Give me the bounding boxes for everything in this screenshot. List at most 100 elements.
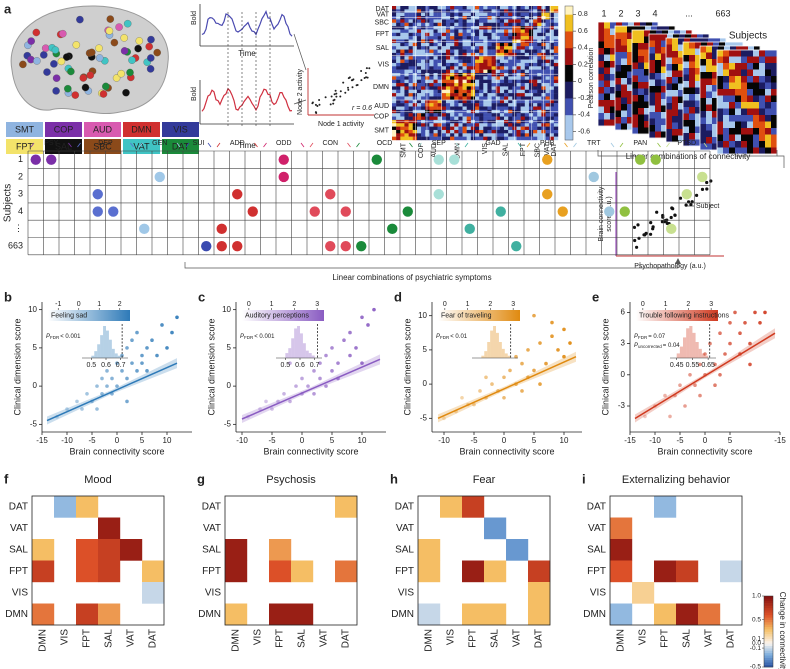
heatmap-cell: [484, 518, 506, 540]
stack-cell: [672, 129, 678, 136]
x-tick-label: -10: [61, 436, 73, 445]
matrix-cell: [479, 26, 483, 30]
matrix-cell: [429, 63, 433, 67]
matrix-cell: [479, 80, 483, 84]
matrix-cell: [425, 117, 429, 121]
data-point: [520, 389, 524, 393]
matrix-cell: [550, 117, 554, 121]
matrix-cell: [417, 96, 421, 100]
matrix-cell: [450, 43, 454, 47]
matrix-cell: [479, 43, 483, 47]
hist-tick-label: 0.55: [686, 362, 700, 369]
matrix-cell: [467, 123, 471, 127]
matrix-cell: [421, 133, 425, 137]
matrix-cell: [550, 73, 554, 77]
matrix-cell: [496, 29, 500, 33]
matrix-cell: [392, 107, 396, 111]
matrix-cell: [392, 43, 396, 47]
stack-cell: [759, 76, 765, 83]
stack-cell: [604, 42, 610, 49]
matrix-cell: [458, 63, 462, 67]
stack-cell: [638, 56, 644, 63]
matrix-cell: [504, 96, 508, 100]
stack-cell: [735, 76, 741, 83]
stack-cell: [621, 104, 627, 111]
matrix-cell: [404, 117, 408, 121]
heatmap-cell: [462, 561, 484, 583]
matrix-cell: [454, 113, 458, 117]
legend-label: VIS: [173, 124, 188, 134]
matrix-cell: [429, 90, 433, 94]
legend-label: DMN: [131, 124, 152, 134]
matrix-cell: [496, 103, 500, 107]
matrix-cell: [546, 130, 550, 134]
subject-point: [636, 223, 639, 226]
matrix-cell: [392, 117, 396, 121]
matrix-cell: [517, 86, 521, 90]
matrix-cell: [500, 133, 504, 137]
stack-cell: [706, 59, 712, 66]
row-label: SAL: [395, 544, 414, 555]
matrix-cell: [525, 33, 529, 37]
stack-cell: [683, 101, 689, 108]
inset-tick-label: 2: [488, 301, 492, 308]
matrix-cell: [425, 13, 429, 17]
bracket: [185, 262, 678, 268]
matrix-cell: [533, 120, 537, 124]
legend-label: SMT: [15, 124, 35, 134]
matrix-cell: [421, 43, 425, 47]
matrix-cell: [529, 46, 533, 50]
stack-cell: [717, 76, 723, 83]
stack-cell: [649, 47, 655, 54]
matrix-cell: [458, 76, 462, 80]
matrix-cell: [434, 9, 438, 13]
matrix-cell: [525, 53, 529, 57]
panel-label: g: [197, 471, 205, 486]
stack-cell: [615, 117, 621, 124]
matrix-cell: [492, 113, 496, 117]
data-point: [294, 384, 298, 388]
matrix-cell: [421, 83, 425, 87]
colorbar-segment: [764, 653, 773, 656]
matrix-cell: [537, 103, 541, 107]
matrix-cell: [479, 29, 483, 33]
heatmap-cell: [506, 539, 528, 561]
matrix-cell: [454, 29, 458, 33]
stack-cell: [683, 127, 689, 134]
matrix-cell: [392, 23, 396, 27]
matrix-cell: [446, 133, 450, 137]
matrix-cell: [475, 113, 479, 117]
matrix-cell: [550, 107, 554, 111]
colorbar-segment: [565, 132, 573, 141]
matrix-cell: [521, 19, 525, 23]
brain-node: [154, 49, 161, 56]
stack-cell: [735, 57, 741, 64]
matrix-cell: [413, 23, 417, 27]
matrix-cell: [450, 29, 454, 33]
matrix-cell: [421, 120, 425, 124]
matrix-cell: [454, 53, 458, 57]
stack-cell: [700, 66, 706, 73]
matrix-cell: [454, 43, 458, 47]
matrix-cell: [392, 96, 396, 100]
stack-cell: [655, 34, 661, 41]
node-point: [325, 96, 327, 98]
stack-cell: [771, 50, 777, 57]
matrix-cell: [396, 76, 400, 80]
matrix-cell: [471, 70, 475, 74]
stack-cell: [621, 39, 627, 46]
colorbar-tick-label: 0.2: [578, 61, 588, 68]
inset-tick-label: 1: [466, 301, 470, 308]
matrix-cell: [546, 133, 550, 137]
node-point: [318, 99, 320, 101]
matrix-cell: [396, 26, 400, 30]
matrix-cell: [492, 76, 496, 80]
legend-label: COP: [54, 124, 74, 134]
y-tick-label: -5: [420, 413, 428, 422]
row-label: SMT: [374, 127, 390, 134]
stack-cell: [753, 102, 759, 109]
matrix-cell: [392, 19, 396, 23]
matrix-cell: [537, 93, 541, 97]
matrix-cell: [500, 26, 504, 30]
matrix-cell: [434, 23, 438, 27]
